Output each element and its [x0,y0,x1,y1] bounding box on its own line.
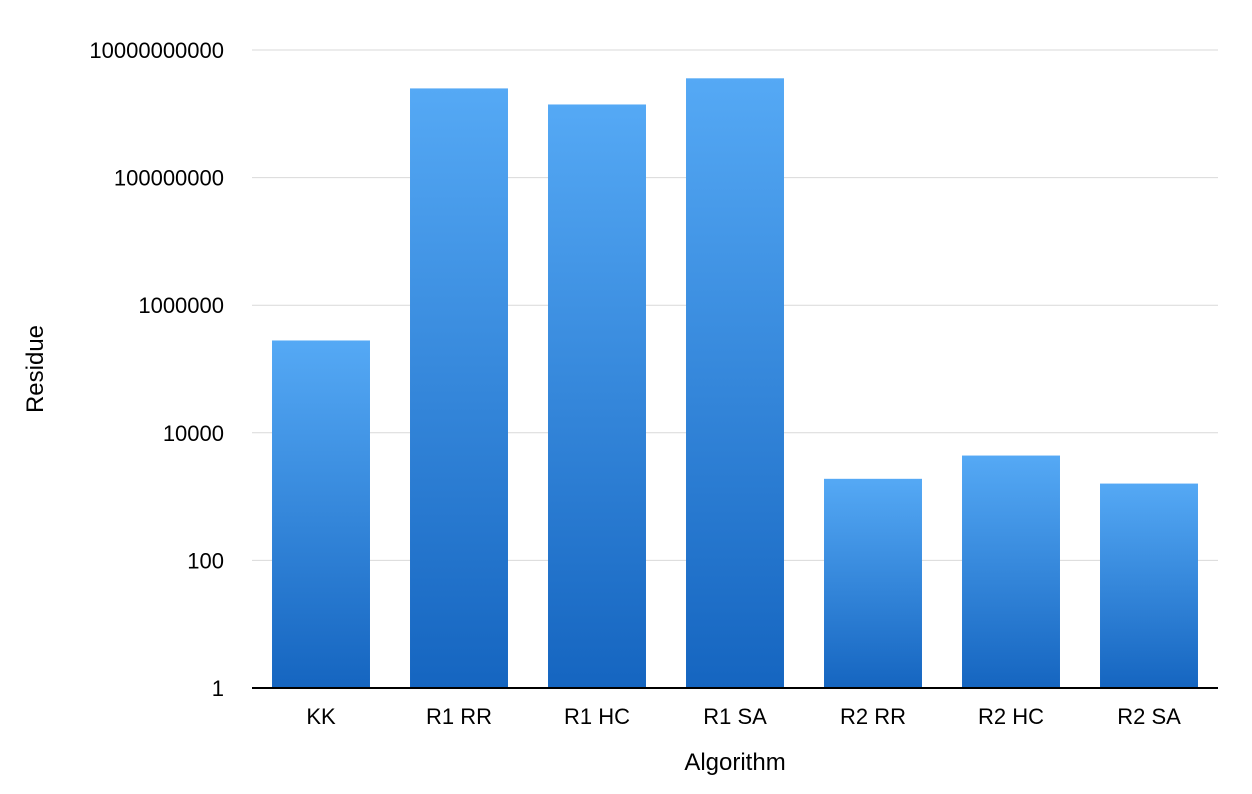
y-axis-title: Residue [22,325,49,413]
x-tick-label: R1 HC [564,704,630,729]
y-tick-label: 10000000000 [89,38,224,63]
y-tick-label: 100 [187,548,224,573]
bar-r1-sa [686,78,784,688]
x-tick-label: R2 SA [1117,704,1181,729]
bar-r2-rr [824,478,922,688]
y-tick-label: 1000000 [138,293,224,318]
bar-r1-rr [410,88,508,688]
bar-r1-hc [548,104,646,688]
bar-r2-sa [1100,483,1198,688]
y-tick-label: 100000000 [114,166,224,191]
x-tick-label: R1 RR [426,704,492,729]
bar-kk [272,340,370,688]
y-tick-label: 10000 [163,421,224,446]
bars [272,78,1198,688]
y-tick-labels: 1 100 10000 1000000 100000000 10000000000 [89,38,224,701]
y-tick-label: 1 [212,676,224,701]
x-tick-label: R2 RR [840,704,906,729]
bar-r2-hc [962,455,1060,688]
x-tick-label: R2 HC [978,704,1044,729]
x-tick-label: KK [306,704,336,729]
x-tick-labels: KK R1 RR R1 HC R1 SA R2 RR R2 HC R2 SA [306,704,1181,729]
x-tick-label: R1 SA [703,704,767,729]
x-axis-title: Algorithm [684,749,785,776]
